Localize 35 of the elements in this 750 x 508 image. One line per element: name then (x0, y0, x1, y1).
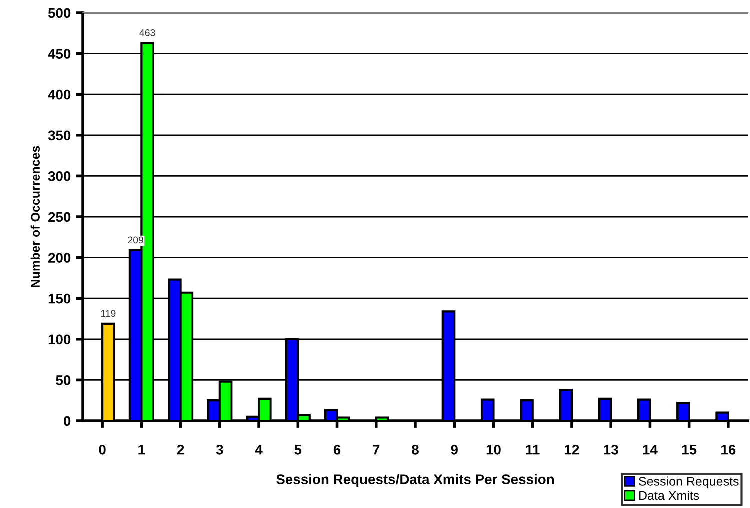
x-tick-label: 0 (99, 444, 106, 455)
y-tick-label: 0 (64, 416, 71, 426)
x-tick-label: 5 (294, 445, 302, 455)
y-tick-label: 200 (48, 253, 71, 263)
x-tick-label: 6 (334, 444, 341, 455)
y-tick-label: 150 (48, 294, 71, 304)
y-tick-label: 350 (48, 130, 71, 141)
x-tick-label: 9 (451, 444, 458, 455)
y-tick-label: 400 (48, 90, 71, 100)
y-tick-label: 100 (48, 334, 71, 345)
x-axis-title: Session Requests/Data Xmits Per Session (276, 474, 554, 488)
x-tick-label: 16 (722, 444, 736, 455)
x-tick-label: 12 (565, 444, 580, 455)
x-tick-label: 10 (486, 444, 501, 455)
x-tick-label: 8 (412, 444, 419, 455)
x-tick-label: 2 (177, 444, 184, 455)
legend-label: Data Xmits (640, 490, 700, 500)
legend-label: Session Requests (639, 476, 739, 488)
y-tick-label: 500 (48, 8, 71, 18)
data-label: 119 (101, 310, 116, 318)
y-tick-label: 250 (48, 212, 71, 222)
x-tick-label: 14 (643, 445, 658, 455)
y-axis-title: Number of Occurrences (30, 146, 40, 288)
y-tick-label: 300 (48, 172, 71, 182)
x-tick-label: 7 (373, 445, 380, 455)
x-tick-label: 1 (138, 445, 146, 455)
x-tick-label: 11 (526, 445, 540, 455)
x-tick-label: 4 (255, 445, 263, 455)
y-tick-label: 50 (56, 376, 71, 386)
x-tick-label: 15 (682, 445, 697, 455)
x-tick-label: 3 (216, 444, 224, 455)
x-tick-label: 13 (604, 444, 618, 455)
y-tick-label: 450 (48, 49, 71, 59)
data-label: 463 (140, 29, 156, 36)
data-label: 209 (128, 236, 144, 244)
